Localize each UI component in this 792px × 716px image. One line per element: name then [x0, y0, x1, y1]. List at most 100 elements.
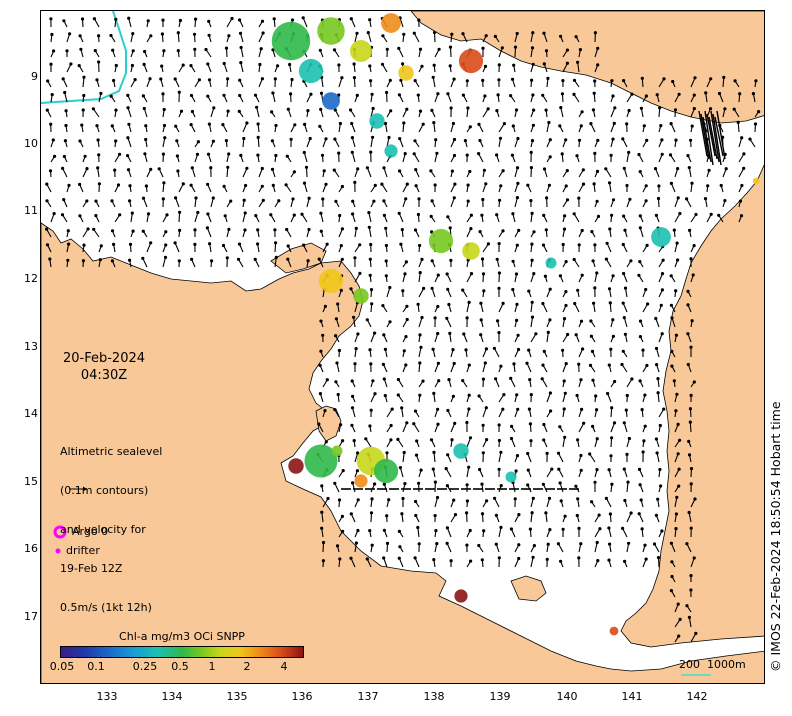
velocity-arrow-head	[704, 91, 708, 95]
velocity-arrow-head	[532, 230, 536, 234]
description-line-2: (0.1m contours)	[60, 484, 149, 497]
velocity-arrow-head	[422, 286, 426, 290]
velocity-arrow-head	[420, 315, 424, 320]
velocity-arrow-head	[530, 78, 534, 82]
velocity-arrow-head	[658, 106, 662, 110]
velocity-arrow-head	[643, 543, 647, 547]
velocity-arrow-head	[495, 153, 499, 157]
velocity-arrow-head	[284, 183, 288, 187]
velocity-arrow-head	[669, 181, 674, 185]
velocity-arrow-head	[385, 451, 389, 455]
velocity-arrow-head	[561, 79, 565, 83]
velocity-arrow-head	[484, 34, 488, 38]
velocity-arrow-head	[271, 183, 275, 187]
velocity-arrow-head	[531, 93, 535, 97]
velocity-arrow-head	[196, 140, 200, 144]
velocity-arrow-head	[677, 484, 681, 488]
velocity-arrow-head	[480, 482, 484, 486]
velocity-arrow-head	[130, 211, 134, 215]
velocity-arrow	[577, 62, 580, 73]
velocity-arrow-head	[638, 335, 643, 339]
velocity-arrow-head	[469, 272, 474, 276]
velocity-arrow-head	[131, 229, 135, 233]
velocity-arrow-head	[141, 256, 145, 260]
chlorophyll-patch	[317, 17, 345, 45]
velocity-arrow-head	[659, 303, 663, 307]
velocity-arrow-head	[596, 214, 601, 218]
velocity-arrow-head	[206, 212, 210, 216]
velocity-arrow-head	[466, 199, 470, 203]
velocity-arrow-head	[382, 333, 386, 337]
velocity-arrow-head	[467, 300, 471, 304]
velocity-arrow-head	[400, 406, 404, 410]
velocity-arrow-head	[317, 257, 321, 261]
velocity-arrow-head	[226, 165, 230, 169]
velocity-arrow-head	[576, 497, 580, 501]
velocity-arrow-head	[164, 243, 168, 247]
velocity-arrow-head	[499, 484, 503, 488]
velocity-arrow-head	[606, 391, 610, 396]
velocity-arrow-head	[652, 542, 657, 546]
velocity-arrow-head	[740, 183, 744, 188]
velocity-arrow-head	[352, 76, 356, 80]
velocity-arrow-head	[144, 137, 148, 142]
y-tick-label: 15	[24, 475, 38, 488]
velocity-arrow-head	[478, 138, 482, 143]
velocity-arrow-head	[365, 318, 369, 322]
velocity-arrow-head	[742, 152, 746, 156]
velocity-arrow	[605, 498, 612, 508]
velocity-arrow-head	[674, 409, 678, 413]
velocity-arrow-head	[98, 258, 102, 262]
velocity-arrow-head	[669, 303, 674, 307]
velocity-arrow-head	[446, 287, 450, 291]
velocity-arrow-head	[464, 348, 468, 352]
velocity-arrow-head	[517, 543, 521, 547]
velocity-arrow-head	[481, 197, 485, 202]
velocity-arrow-head	[621, 526, 625, 531]
velocity-arrow-head	[687, 453, 692, 457]
velocity-arrow-head	[448, 331, 452, 335]
velocity-arrow-head	[421, 122, 425, 126]
velocity-arrow-head	[515, 166, 520, 170]
velocity-arrow	[402, 422, 408, 433]
velocity-arrow-head	[564, 184, 568, 188]
velocity-arrow-head	[529, 166, 533, 170]
velocity-arrow-head	[642, 124, 646, 128]
velocity-arrow-head	[627, 436, 632, 441]
velocity-arrow	[623, 317, 628, 328]
velocity-arrow-head	[502, 122, 506, 126]
velocity-arrow-head	[286, 257, 290, 261]
velocity-arrow	[494, 498, 500, 508]
velocity-arrow-head	[78, 139, 82, 143]
velocity-arrow-head	[112, 78, 116, 83]
velocity-arrow-head	[323, 409, 327, 413]
velocity-arrow-head	[593, 79, 597, 83]
velocity-arrow-head	[181, 182, 185, 186]
velocity-arrow-head	[622, 316, 626, 320]
velocity-arrow-head	[494, 513, 498, 517]
velocity-arrow-head	[578, 48, 583, 52]
velocity-arrow-head	[559, 559, 563, 563]
velocity-arrow-head	[609, 454, 613, 458]
velocity-arrow-head	[561, 348, 565, 352]
velocity-arrow-head	[560, 152, 564, 156]
velocity-arrow-head	[149, 34, 153, 38]
velocity-arrow-head	[660, 138, 664, 142]
velocity-arrow-head	[109, 33, 113, 38]
velocity-arrow-head	[692, 244, 696, 248]
velocity-arrow-head	[638, 214, 642, 218]
velocity-arrow	[482, 407, 487, 418]
velocity-arrow	[162, 257, 167, 268]
velocity-arrow-head	[324, 137, 328, 141]
velocity-arrow-head	[501, 229, 505, 233]
velocity-arrow-head	[355, 469, 359, 473]
velocity-arrow-head	[397, 529, 401, 534]
velocity-arrow-head	[340, 257, 344, 261]
y-tick-label: 12	[24, 272, 38, 285]
velocity-arrow-head	[239, 45, 243, 50]
velocity-arrow-head	[481, 78, 485, 82]
velocity-arrow-head	[131, 32, 135, 36]
velocity-arrow-head	[595, 199, 599, 203]
velocity-arrow-head	[197, 78, 201, 82]
velocity-arrow-head	[446, 215, 450, 219]
